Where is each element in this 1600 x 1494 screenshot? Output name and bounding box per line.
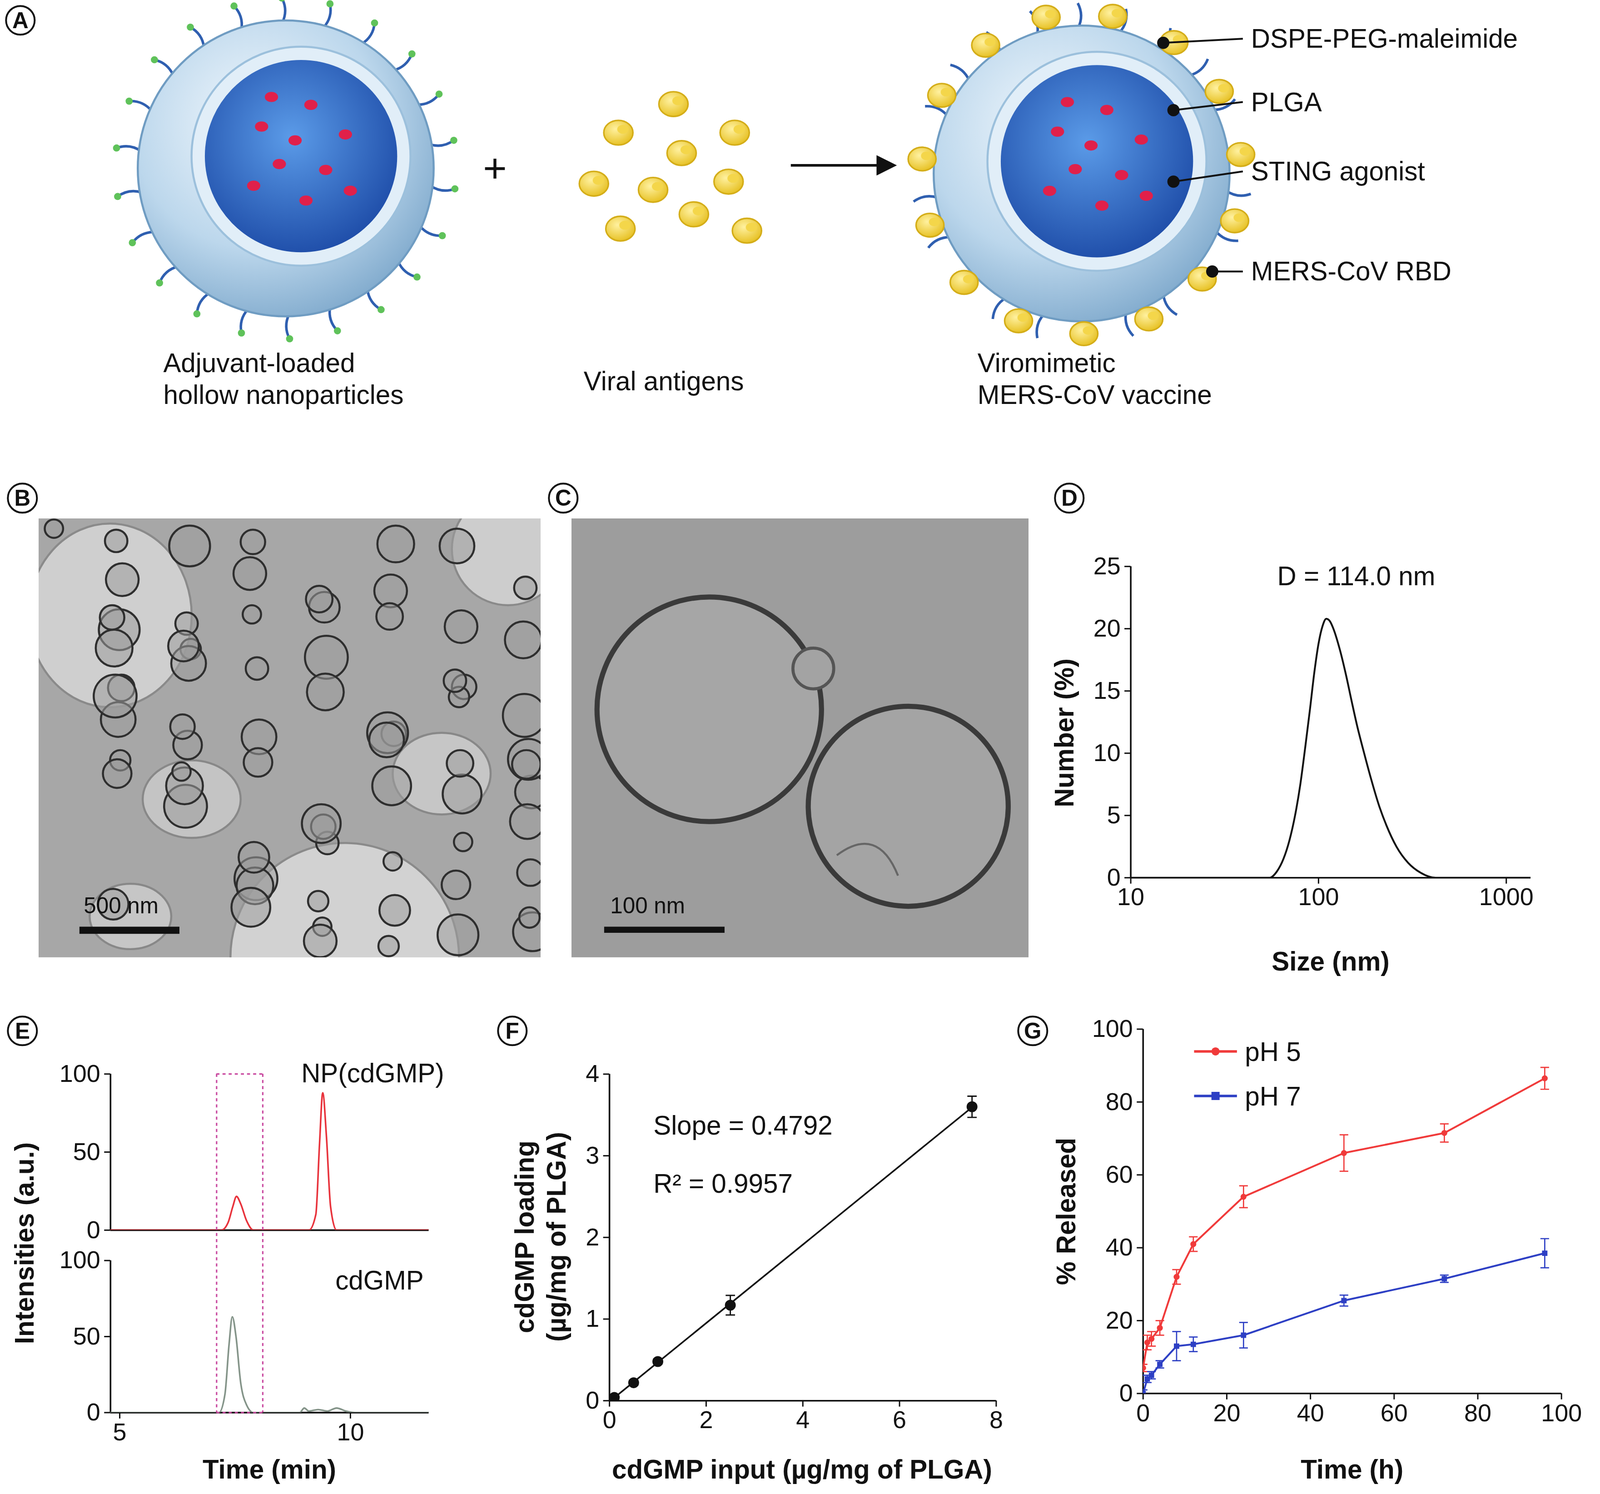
html-text:% Released: % Released xyxy=(1051,1137,1081,1285)
svg-text:0: 0 xyxy=(1107,863,1121,891)
svg-text:40: 40 xyxy=(1105,1232,1133,1261)
svg-text:25: 25 xyxy=(1093,551,1121,580)
svg-text:60: 60 xyxy=(1380,1398,1408,1426)
html-text:cdGMP input (µg/mg of PLGA): cdGMP input (µg/mg of PLGA) xyxy=(611,1454,993,1484)
svg-text:50: 50 xyxy=(73,1321,101,1350)
svg-text:100: 100 xyxy=(59,1246,101,1274)
html-text:MERS-CoV vaccine: MERS-CoV vaccine xyxy=(977,379,1212,410)
svg-text:1000: 1000 xyxy=(1479,883,1534,911)
html-text:Number (%): Number (%) xyxy=(1049,658,1079,808)
svg-text:100: 100 xyxy=(1092,1014,1133,1042)
html-text:(µg/mg of PLGA): (µg/mg of PLGA) xyxy=(541,1131,572,1342)
html-text:Intensities (a.u.): Intensities (a.u.) xyxy=(9,1141,40,1344)
svg-text:15: 15 xyxy=(1093,676,1121,704)
html-text:PLGA: PLGA xyxy=(1251,87,1322,117)
svg-text:5: 5 xyxy=(112,1417,127,1446)
html-text:100 nm: 100 nm xyxy=(610,892,686,918)
svg-text:3: 3 xyxy=(585,1140,600,1168)
svg-text:2: 2 xyxy=(585,1222,600,1250)
html-text:Viral antigens: Viral antigens xyxy=(583,366,744,396)
html-text:G: G xyxy=(1023,1018,1042,1044)
svg-text:0: 0 xyxy=(86,1397,101,1426)
svg-text:20: 20 xyxy=(1093,614,1121,642)
html-text:A: A xyxy=(12,7,29,33)
svg-text:80: 80 xyxy=(1464,1398,1492,1426)
svg-text:10: 10 xyxy=(1093,738,1121,766)
html-text:B: B xyxy=(14,485,31,511)
html-text:C: C xyxy=(555,485,572,511)
svg-text:20: 20 xyxy=(1212,1398,1241,1426)
html-text:hollow nanoparticles: hollow nanoparticles xyxy=(163,379,404,410)
svg-text:100: 100 xyxy=(59,1059,101,1087)
svg-text:0: 0 xyxy=(1136,1398,1150,1426)
html-text:MERS-CoV RBD: MERS-CoV RBD xyxy=(1251,256,1452,286)
svg-text:5: 5 xyxy=(1107,800,1121,829)
svg-text:50: 50 xyxy=(73,1137,101,1165)
html-text:pH 7: pH 7 xyxy=(1244,1081,1301,1111)
svg-text:R² = 0.9957: R² = 0.9957 xyxy=(653,1168,793,1198)
svg-text:1: 1 xyxy=(585,1304,600,1332)
svg-text:100: 100 xyxy=(1540,1398,1582,1426)
svg-text:10: 10 xyxy=(1117,883,1145,911)
svg-text:2: 2 xyxy=(699,1405,713,1433)
svg-text:40: 40 xyxy=(1296,1398,1325,1426)
svg-text:0: 0 xyxy=(585,1385,600,1413)
svg-text:D = 114.0 nm: D = 114.0 nm xyxy=(1277,561,1436,591)
html-text:500 nm: 500 nm xyxy=(83,892,159,918)
svg-text:cdGMP: cdGMP xyxy=(335,1265,424,1295)
html-text:STING agonist: STING agonist xyxy=(1251,156,1425,186)
svg-text:100: 100 xyxy=(1298,883,1340,911)
svg-text:0: 0 xyxy=(1119,1378,1133,1407)
svg-text:4: 4 xyxy=(585,1059,600,1087)
svg-text:NP(cdGMP): NP(cdGMP) xyxy=(301,1058,445,1088)
svg-text:0: 0 xyxy=(602,1405,617,1433)
html-text:Viromimetic: Viromimetic xyxy=(977,347,1116,378)
html-text:Size (nm): Size (nm) xyxy=(1271,946,1390,976)
html-text:Time (h): Time (h) xyxy=(1300,1454,1404,1484)
svg-text:6: 6 xyxy=(892,1405,907,1433)
svg-text:4: 4 xyxy=(795,1405,810,1433)
svg-text:8: 8 xyxy=(989,1405,1004,1433)
html-text:E: E xyxy=(14,1018,30,1044)
html-text:Time (min): Time (min) xyxy=(202,1454,337,1484)
svg-text:80: 80 xyxy=(1105,1087,1133,1115)
svg-text:20: 20 xyxy=(1105,1305,1133,1333)
svg-text:Slope = 0.4792: Slope = 0.4792 xyxy=(653,1110,833,1140)
html-text:D: D xyxy=(1061,485,1078,511)
html-text:Adjuvant-loaded: Adjuvant-loaded xyxy=(163,347,355,378)
html-text:DSPE-PEG-maleimide: DSPE-PEG-maleimide xyxy=(1251,23,1518,54)
html-text:F: F xyxy=(505,1018,520,1044)
svg-text:60: 60 xyxy=(1105,1160,1133,1188)
svg-text:0: 0 xyxy=(86,1215,101,1243)
html-text:pH 5: pH 5 xyxy=(1244,1036,1301,1066)
svg-text:10: 10 xyxy=(336,1417,364,1446)
html-text:cdGMP loading: cdGMP loading xyxy=(509,1140,540,1334)
